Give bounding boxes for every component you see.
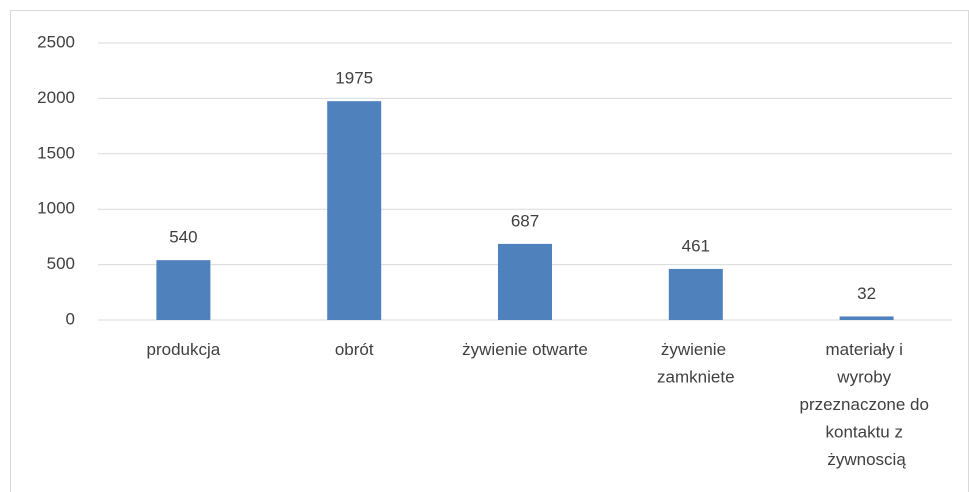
chart-border — [10, 10, 969, 492]
y-tick-label: 1000 — [37, 199, 75, 218]
data-label: 1975 — [335, 69, 373, 88]
y-tick-label: 2000 — [37, 88, 75, 107]
data-label: 32 — [857, 284, 876, 303]
y-tick-label: 2500 — [37, 32, 75, 51]
data-label: 540 — [169, 228, 197, 247]
bar — [839, 316, 894, 320]
x-tick-label: obrót — [335, 340, 374, 359]
y-tick-label: 500 — [47, 254, 75, 273]
data-label: 461 — [682, 236, 710, 255]
y-tick-label: 1500 — [37, 143, 75, 162]
bar — [498, 243, 552, 320]
bar — [327, 101, 382, 320]
bar — [668, 268, 723, 320]
data-label: 687 — [511, 211, 539, 230]
x-tick-label: żywienie zamkniete — [657, 340, 734, 387]
x-tick-label: żywienie otwarte — [462, 340, 588, 359]
bar — [156, 260, 211, 320]
y-tick-label: 0 — [66, 309, 75, 328]
x-tick-label: produkcja — [147, 340, 221, 359]
x-tick-label: materiały i wyroby przeznaczone do konta… — [799, 340, 933, 469]
